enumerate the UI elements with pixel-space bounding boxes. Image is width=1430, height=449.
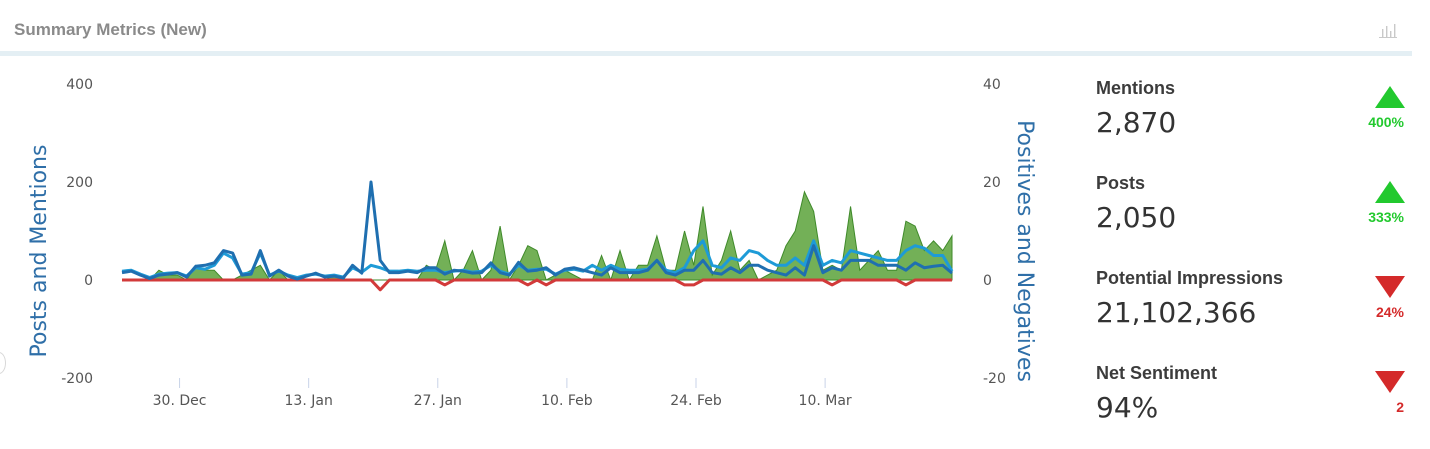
series-positives-area xyxy=(122,190,953,282)
metric-label: Mentions xyxy=(1096,78,1175,98)
metric-value: 2,870 xyxy=(1096,106,1177,139)
y-tick-label: 0 xyxy=(84,273,93,289)
metric-label: Posts xyxy=(1096,173,1146,193)
y-tick-label: -200 xyxy=(61,371,93,387)
y2-tick-label: 20 xyxy=(983,175,1001,191)
metric-mentions: Mentions 2,870 400% xyxy=(1096,78,1406,158)
x-tick-label: 24. Feb xyxy=(670,393,722,409)
arrow-up-icon xyxy=(1375,181,1405,203)
arrow-up-icon xyxy=(1375,86,1405,108)
metric-change: 400% xyxy=(1368,114,1404,130)
metric-change: 24% xyxy=(1375,304,1404,320)
metric-change: 333% xyxy=(1368,209,1404,225)
x-tick-label: 27. Jan xyxy=(414,393,462,409)
arrow-down-icon xyxy=(1375,276,1405,298)
y2-tick-label: 40 xyxy=(983,77,1001,93)
metric-value: 2,050 xyxy=(1096,201,1177,234)
y-axis-title: Posts and Mentions xyxy=(27,145,52,358)
y-tick-label: 400 xyxy=(66,77,93,93)
metric-value: 21,102,366 xyxy=(1096,296,1257,329)
series-negatives-line xyxy=(122,278,952,292)
arrow-down-icon xyxy=(1375,371,1405,393)
widget-header: Summary Metrics (New) xyxy=(0,0,1412,56)
metric-change: 2 xyxy=(1396,399,1404,415)
metric-label: Potential Impressions xyxy=(1096,268,1284,288)
x-tick-label: 10. Feb xyxy=(541,393,593,409)
y2-tick-label: 0 xyxy=(983,273,992,289)
widget-title: Summary Metrics (New) xyxy=(14,20,207,39)
y2-tick-label: -20 xyxy=(983,371,1006,387)
series-mentions-line xyxy=(121,180,953,281)
x-tick-label: 13. Jan xyxy=(285,393,333,409)
metric-posts: Posts 2,050 333% xyxy=(1096,173,1406,253)
metric-potential-impressions: Potential Impressions 21,102,366 24% xyxy=(1096,268,1406,348)
x-tick-label: 10. Mar xyxy=(799,393,852,409)
metric-value: 94% xyxy=(1096,391,1159,424)
metric-net-sentiment: Net Sentiment 94% 2 xyxy=(1096,363,1406,443)
bar-chart-icon[interactable] xyxy=(1378,22,1398,38)
x-tick-label: 30. Dec xyxy=(153,393,207,409)
y2-axis-title: Positives and Negatives xyxy=(1012,120,1037,382)
y-tick-label: 200 xyxy=(66,175,93,191)
metric-label: Net Sentiment xyxy=(1096,363,1218,383)
